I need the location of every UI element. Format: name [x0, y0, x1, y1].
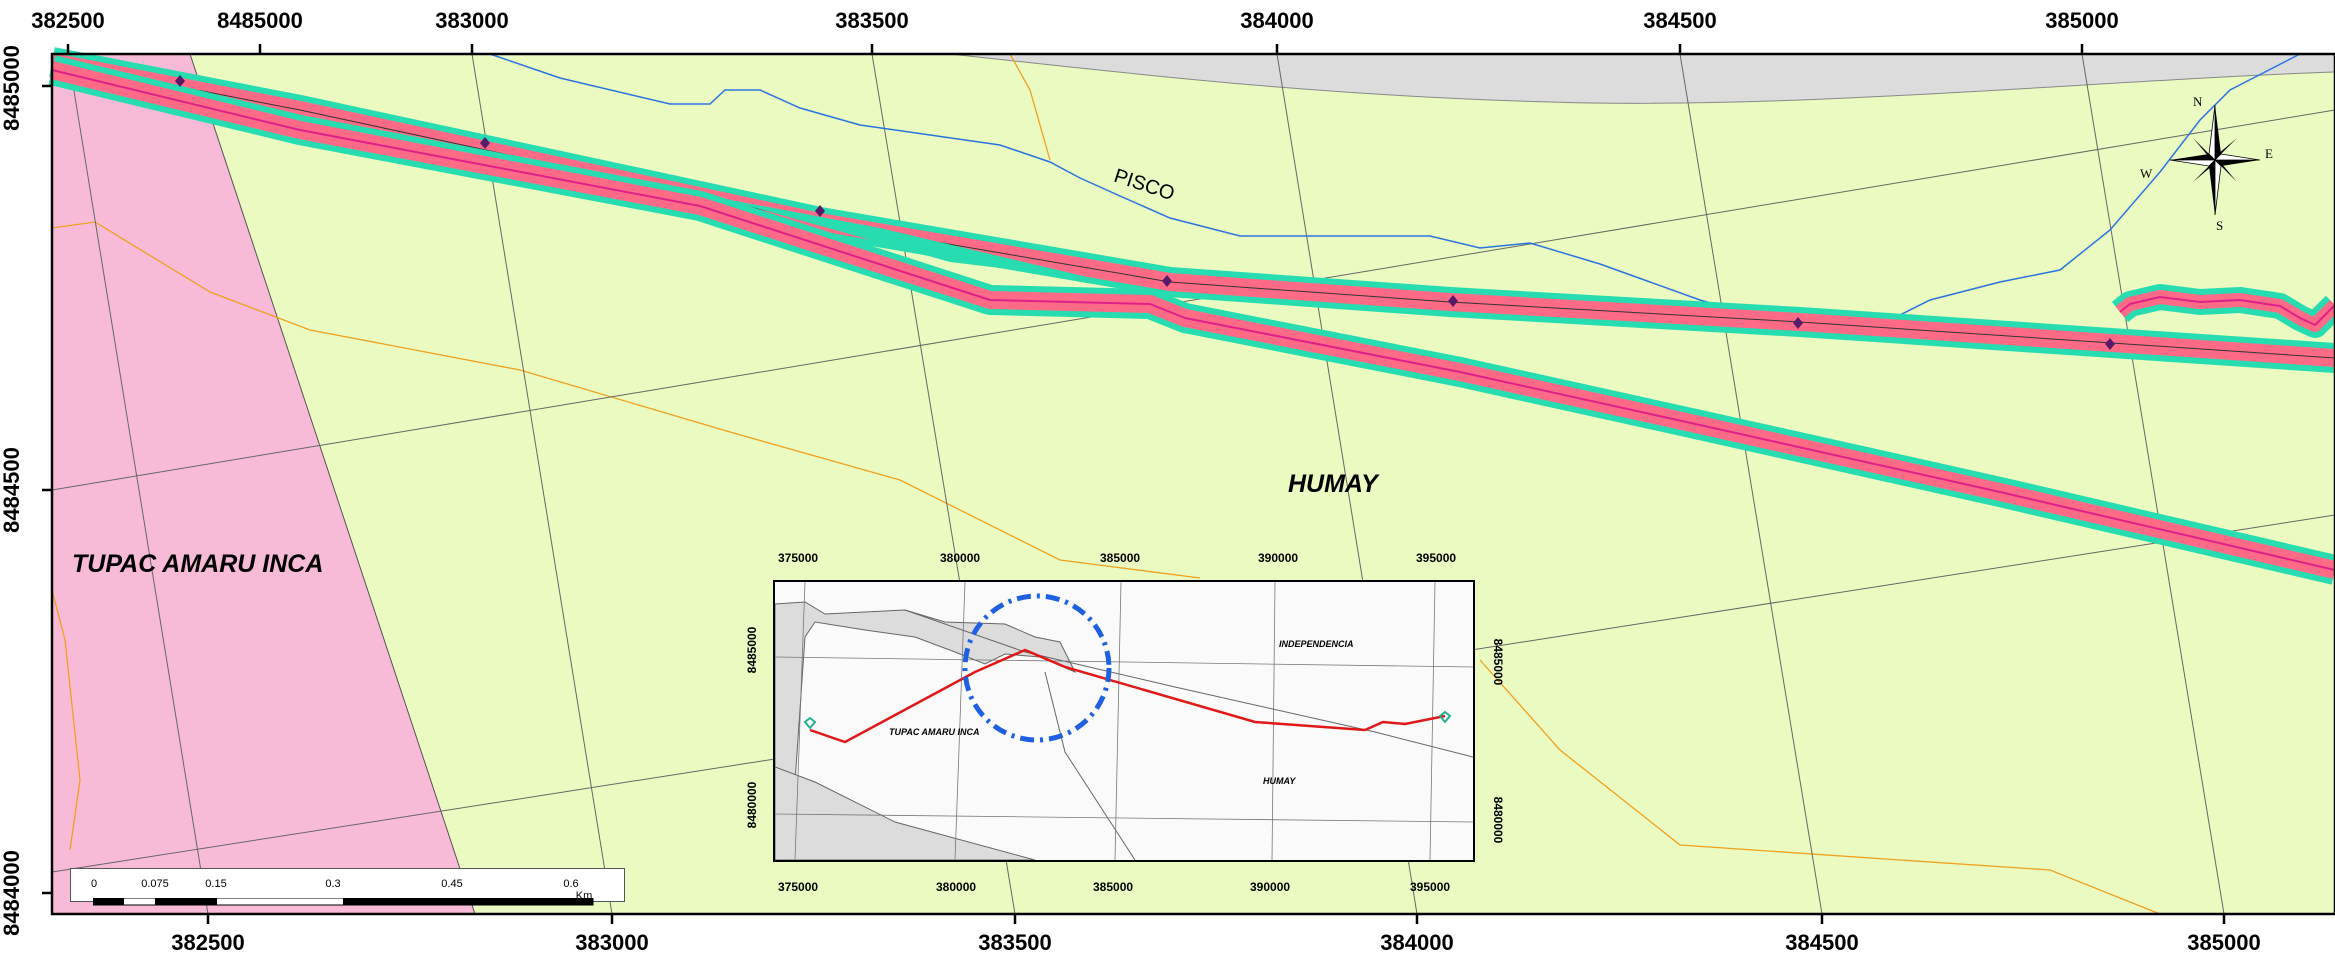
compass-west: W [2140, 166, 2153, 181]
inset-canvas [775, 582, 1473, 860]
inset-y-tick-right: 8485000 [1491, 638, 1505, 686]
compass-east: E [2265, 146, 2273, 161]
inset-x-tick-top: 395000 [1416, 551, 1457, 565]
inset-focus-circle [962, 593, 1112, 743]
marker-point [1793, 317, 1803, 329]
marker-point [2105, 338, 2115, 350]
inset-x-tick-top: 380000 [940, 551, 981, 565]
inset-y-tick-left: 8480000 [745, 781, 759, 829]
x-tick-bottom: 383500 [978, 930, 1052, 955]
y-tick-left: 8484500 [0, 447, 24, 533]
inset-label-tupac: TUPAC AMARU INCA [889, 727, 980, 737]
compass-south: S [2216, 218, 2224, 233]
marker-point [480, 137, 490, 149]
inset-x-tick-top: 390000 [1258, 551, 1299, 565]
scale-tick: 0.3 [325, 878, 341, 890]
compass-rose-icon [2170, 104, 2261, 216]
inset-gray-area [775, 766, 1036, 860]
inset-river-bed [775, 601, 1077, 793]
x-tick-top: 384500 [1643, 8, 1717, 33]
x-tick-top: 383000 [435, 8, 509, 33]
roads [51, 53, 2161, 915]
scale-tick: 0.45 [441, 878, 463, 890]
inset-x-tick-top: 385000 [1100, 551, 1141, 565]
frame-ticks [42, 44, 2226, 924]
inset-label-humay: HUMAY [1263, 776, 1296, 786]
scale-tick: 0.15 [205, 878, 227, 890]
scale-bar [70, 868, 625, 906]
region-label-tupac: TUPAC AMARU INCA [72, 550, 324, 578]
marker-point [815, 205, 825, 217]
x-tick-top: 382500 [31, 8, 105, 33]
x-tick-bottom: 382500 [171, 930, 245, 955]
inset-y-tick-right: 8480000 [1491, 796, 1505, 844]
marker-point [175, 75, 185, 87]
inset-x-tick-top: 375000 [778, 551, 819, 565]
x-tick-top: 8485000 [217, 8, 303, 33]
y-tick-left: 8485000 [0, 45, 24, 131]
inset-x-tick-bottom: 375000 [778, 880, 819, 894]
x-tick-top: 384000 [1240, 8, 1314, 33]
pipeline-markers [175, 75, 2115, 350]
corridor-junction [720, 198, 1100, 280]
river-bed [949, 53, 2335, 104]
marker-point [1162, 275, 1172, 287]
region-label-humay: HUMAY [1288, 470, 1378, 498]
inset-pipeline [809, 648, 1446, 744]
x-tick-bottom: 384000 [1380, 930, 1454, 955]
pisco-river [489, 53, 2301, 321]
inset-map [773, 580, 1475, 862]
x-tick-bottom: 385000 [2187, 930, 2261, 955]
inset-marker [803, 716, 817, 730]
pipeline-branch-right [2111, 284, 2335, 338]
x-tick-top: 383500 [835, 8, 909, 33]
scale-tick: 0.6 [563, 878, 579, 890]
scale-tick: 0.075 [141, 878, 169, 890]
scale-bar-graphic [92, 897, 594, 906]
inset-y-tick-left: 8485000 [745, 626, 759, 674]
inset-x-tick-bottom: 380000 [936, 880, 977, 894]
marker-point [1448, 295, 1458, 307]
inset-x-tick-bottom: 395000 [1410, 880, 1451, 894]
scale-unit: Km [575, 890, 593, 902]
pipeline-corridor-lower [48, 55, 2335, 585]
x-tick-bottom: 384500 [1785, 930, 1859, 955]
inset-x-tick-bottom: 385000 [1093, 880, 1134, 894]
inset-x-tick-bottom: 390000 [1250, 880, 1291, 894]
compass-north: N [2193, 94, 2203, 109]
scale-tick: 0 [90, 878, 98, 890]
inset-label-independencia: INDEPENDENCIA [1279, 639, 1354, 649]
map-frame [50, 52, 2335, 916]
x-tick-bottom: 383000 [575, 930, 649, 955]
y-tick-left: 8484000 [0, 850, 24, 936]
x-tick-top: 385000 [2045, 8, 2119, 33]
inset-marker [1438, 710, 1452, 724]
